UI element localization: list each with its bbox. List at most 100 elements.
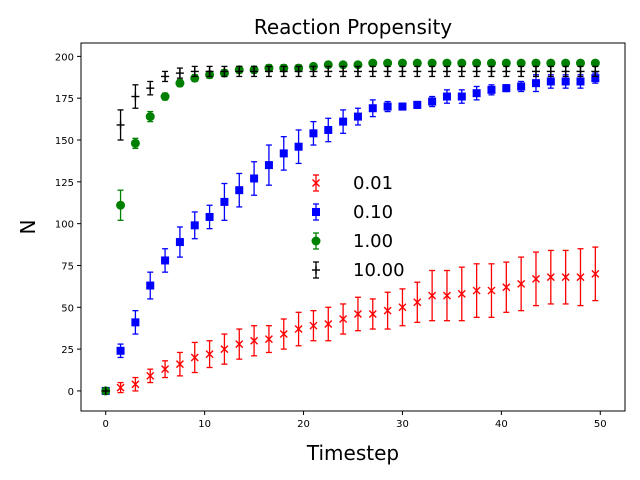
x-stroke bbox=[531, 274, 540, 283]
data-point bbox=[309, 129, 318, 138]
y-tick-label: 25 bbox=[61, 345, 74, 356]
x-stroke bbox=[353, 309, 362, 318]
chart-title: Reaction Propensity bbox=[254, 15, 452, 39]
data-point bbox=[428, 97, 437, 106]
data-point bbox=[353, 309, 362, 318]
y-tick-label: 175 bbox=[55, 94, 74, 105]
data-point bbox=[413, 100, 422, 109]
data-point bbox=[516, 58, 526, 68]
data-point bbox=[576, 67, 585, 76]
x-stroke bbox=[146, 371, 155, 380]
data-point bbox=[279, 67, 288, 76]
x-stroke bbox=[472, 286, 481, 295]
data-point bbox=[531, 79, 540, 88]
data-point bbox=[161, 72, 170, 81]
x-stroke bbox=[428, 291, 437, 300]
y-tick-label: 75 bbox=[61, 261, 74, 272]
data-point bbox=[116, 383, 125, 392]
data-point bbox=[457, 67, 466, 76]
data-point bbox=[116, 200, 126, 210]
data-point bbox=[368, 58, 378, 68]
legend-label: 10.00 bbox=[353, 260, 405, 281]
legend-item-2: 1.00 bbox=[311, 231, 393, 252]
x-axis-label: Timestep bbox=[306, 441, 399, 465]
data-point bbox=[130, 138, 140, 148]
data-point bbox=[576, 77, 585, 86]
data-point bbox=[146, 281, 155, 290]
legend-item-3: 10.00 bbox=[312, 260, 405, 281]
data-point bbox=[294, 67, 303, 76]
x-stroke bbox=[517, 279, 526, 288]
x-stroke bbox=[339, 315, 348, 323]
x-stroke bbox=[546, 273, 555, 282]
data-point bbox=[279, 330, 288, 339]
data-point bbox=[398, 303, 407, 312]
x-tick-label: 20 bbox=[297, 419, 310, 430]
series-3 bbox=[101, 65, 600, 395]
x-stroke bbox=[324, 320, 333, 329]
legend-marker bbox=[312, 208, 320, 216]
data-point bbox=[353, 67, 362, 76]
data-point bbox=[487, 85, 496, 94]
data-point bbox=[205, 67, 214, 76]
data-point bbox=[487, 67, 496, 76]
x-tick-label: 10 bbox=[198, 419, 211, 430]
x-stroke bbox=[457, 289, 466, 298]
data-point bbox=[190, 67, 199, 76]
data-point bbox=[531, 67, 540, 76]
data-point bbox=[264, 161, 273, 170]
data-point bbox=[294, 325, 303, 334]
data-point bbox=[175, 360, 184, 369]
legend-marker bbox=[311, 236, 321, 246]
x-stroke bbox=[131, 380, 140, 389]
axes-frame bbox=[80, 42, 626, 412]
data-point bbox=[442, 67, 451, 76]
y-tick-label: 125 bbox=[55, 178, 74, 189]
data-point bbox=[250, 174, 259, 183]
data-point bbox=[160, 92, 170, 102]
x-stroke bbox=[398, 303, 407, 312]
x-stroke bbox=[294, 325, 303, 334]
data-point bbox=[472, 286, 481, 295]
x-stroke bbox=[561, 273, 570, 282]
data-point bbox=[368, 67, 377, 76]
x-stroke bbox=[190, 353, 199, 362]
data-point bbox=[116, 120, 125, 129]
data-point bbox=[383, 306, 392, 315]
data-point bbox=[145, 112, 155, 122]
data-point bbox=[517, 82, 526, 91]
x-stroke bbox=[502, 283, 511, 292]
data-point bbox=[205, 212, 214, 221]
data-point bbox=[546, 58, 556, 68]
data-point bbox=[131, 380, 140, 389]
data-point bbox=[383, 67, 392, 76]
data-point bbox=[220, 67, 229, 76]
y-tick-label: 200 bbox=[55, 52, 74, 63]
data-point bbox=[339, 67, 348, 76]
data-point bbox=[546, 67, 555, 76]
data-point bbox=[235, 340, 244, 349]
data-point bbox=[279, 149, 288, 158]
legend-label: 1.00 bbox=[353, 231, 393, 252]
y-tick-label: 50 bbox=[61, 303, 74, 314]
data-point bbox=[161, 256, 170, 265]
legend-label: 0.01 bbox=[353, 173, 393, 194]
data-point bbox=[517, 67, 526, 76]
series-2 bbox=[101, 58, 600, 396]
legend-label: 0.10 bbox=[353, 202, 393, 223]
data-point bbox=[442, 92, 451, 101]
data-point bbox=[517, 279, 526, 288]
data-point bbox=[324, 67, 333, 76]
y-tick-label: 0 bbox=[68, 387, 74, 398]
data-point bbox=[575, 58, 585, 68]
x-tick-label: 30 bbox=[396, 419, 409, 430]
x-tick-label: 0 bbox=[103, 419, 109, 430]
data-point bbox=[309, 67, 318, 76]
data-point bbox=[591, 74, 600, 83]
data-point bbox=[324, 125, 333, 134]
data-point bbox=[175, 78, 185, 88]
data-point bbox=[502, 84, 511, 93]
x-stroke bbox=[175, 360, 184, 369]
legend-item-1: 0.10 bbox=[312, 202, 393, 223]
data-point bbox=[250, 67, 259, 76]
